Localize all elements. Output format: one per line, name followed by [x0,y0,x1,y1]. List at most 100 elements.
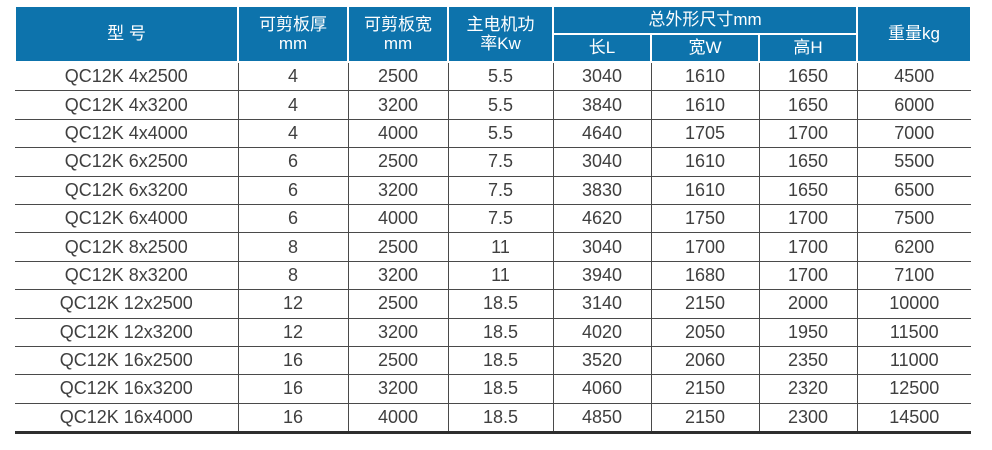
model-cell: QC12K 4x2500 [15,62,238,92]
value-cell: 3040 [552,232,651,262]
value-cell: 2350 [758,346,858,376]
value-cell: 6 [237,204,348,234]
header-plate-width: 可剪板宽 mm [347,5,449,63]
value-cell: 1950 [758,318,858,347]
value-cell: 1650 [758,147,858,177]
value-cell: 4000 [347,204,448,234]
model-cell: QC12K 6x2500 [15,147,238,177]
value-cell: 3040 [552,147,651,177]
value-cell: 12500 [856,374,972,404]
value-cell: 2060 [650,346,759,376]
value-cell: 2500 [347,232,448,262]
value-cell: 3520 [552,346,651,376]
header-dim-length: 长L [552,33,652,63]
model-cell: QC12K 4x3200 [15,90,238,120]
model-cell: QC12K 16x3200 [15,374,238,404]
header-thickness: 可剪板厚 mm [237,5,349,63]
value-cell: 18.5 [447,374,553,404]
model-cell: QC12K 16x2500 [15,346,238,376]
value-cell: 1610 [650,90,759,120]
value-cell: 18.5 [447,318,553,347]
value-cell: 3200 [347,318,448,347]
model-cell: QC12K 16x4000 [15,403,238,433]
value-cell: 4850 [552,403,651,433]
value-cell: 4000 [347,119,448,149]
value-cell: 4 [237,119,348,149]
value-cell: 6 [237,176,348,205]
value-cell: 4 [237,90,348,120]
value-cell: 1650 [758,62,858,92]
value-cell: 1610 [650,176,759,205]
table-row: QC12K 12x3200 12 3200 18.5 4020 2050 1950 11500 [15,318,972,347]
table-row: QC12K 4x2500 4 2500 5.5 3040 1610 1650 4500 [15,62,972,92]
value-cell: 1700 [758,232,858,262]
value-cell: 7.5 [447,147,553,177]
model-cell: QC12K 4x4000 [15,119,238,149]
model-cell: QC12K 12x3200 [15,318,238,347]
header-thickness-line2: mm [278,34,308,53]
value-cell: 18.5 [447,346,553,376]
value-cell: 3940 [552,261,651,291]
value-cell: 2050 [650,318,759,347]
value-cell: 3200 [347,176,448,205]
value-cell: 4500 [856,62,972,92]
value-cell: 4020 [552,318,651,347]
value-cell: 4640 [552,119,651,149]
header-thickness-line1: 可剪板厚 [259,14,327,34]
value-cell: 7.5 [447,176,553,205]
header-weight: 重量kg [856,5,973,63]
value-cell: 5.5 [447,119,553,149]
header-dimensions-group: 总外形尺寸mm [551,5,859,35]
value-cell: 18.5 [447,403,553,433]
value-cell: 1700 [758,204,858,234]
header-model: 型 号 [14,5,239,63]
value-cell: 3200 [347,261,448,291]
table-body: QC12K 4x2500 4 2500 5.5 3040 1610 1650 4500 QC12… [15,62,972,433]
value-cell: 1680 [650,261,759,291]
value-cell: 11 [447,261,553,291]
value-cell: 2500 [347,147,448,177]
value-cell: 2000 [758,289,858,319]
model-cell: QC12K 8x2500 [15,232,238,262]
value-cell: 6 [237,147,348,177]
value-cell: 6200 [856,232,972,262]
value-cell: 4620 [552,204,651,234]
table-row: QC12K 16x3200 16 3200 18.5 4060 2150 2320 12500 [15,374,972,404]
value-cell: 18.5 [447,289,553,319]
value-cell: 6000 [856,90,972,120]
value-cell: 4060 [552,374,651,404]
table-row: QC12K 16x2500 16 2500 18.5 3520 2060 2350 11000 [15,346,972,376]
header-power-line1: 主电机功 [466,14,535,34]
value-cell: 3830 [552,176,651,205]
value-cell: 8 [237,261,348,291]
spec-table-wrap: 型 号 可剪板厚 mm 可剪板宽 mm 主电机功 率Kw 总外形尺寸mm 重量k… [14,5,973,435]
value-cell: 2150 [650,374,759,404]
table-row: QC12K 8x2500 8 2500 11 3040 1700 1700 6200 [15,232,972,262]
table-row: QC12K 6x3200 6 3200 7.5 3830 1610 1650 6500 [15,176,972,205]
value-cell: 1610 [650,62,759,92]
value-cell: 7.5 [447,204,553,234]
value-cell: 1610 [650,147,759,177]
value-cell: 1700 [650,232,759,262]
value-cell: 16 [237,374,348,404]
value-cell: 7100 [856,261,972,291]
header-plate-width-line1: 可剪板宽 [364,14,432,34]
value-cell: 2500 [347,289,448,319]
table-row: QC12K 8x3200 8 3200 11 3940 1680 1700 7100 [15,261,972,291]
value-cell: 4000 [347,403,448,433]
value-cell: 11000 [856,346,972,376]
value-cell: 3200 [347,90,448,120]
value-cell: 3840 [552,90,651,120]
value-cell: 3040 [552,62,651,92]
value-cell: 2500 [347,346,448,376]
value-cell: 2300 [758,403,858,433]
header-power-line2: 率Kw [480,34,521,53]
value-cell: 1705 [650,119,759,149]
model-cell: QC12K 8x3200 [15,261,238,291]
table-row: QC12K 6x2500 6 2500 7.5 3040 1610 1650 5500 [15,147,972,177]
value-cell: 16 [237,403,348,433]
value-cell: 3140 [552,289,651,319]
value-cell: 11500 [856,318,972,347]
value-cell: 1700 [758,261,858,291]
model-cell: QC12K 6x3200 [15,176,238,205]
